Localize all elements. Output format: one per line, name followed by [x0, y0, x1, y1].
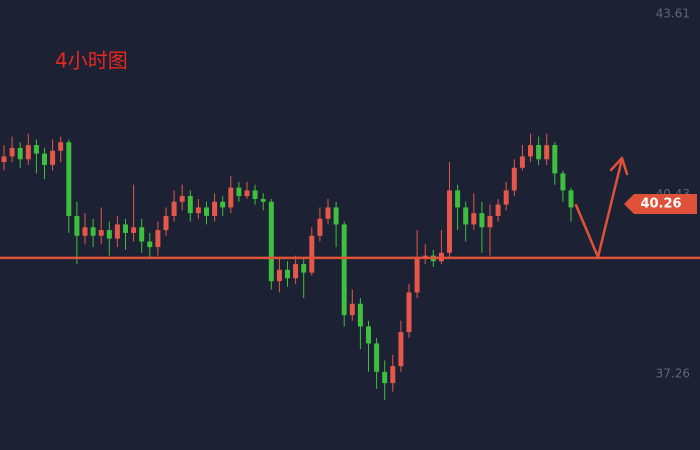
y-tick-label: 43.61 [656, 7, 690, 21]
candle-body [66, 142, 72, 216]
candle-body [268, 201, 274, 282]
candle-body [544, 145, 550, 160]
candle-body [42, 153, 47, 165]
candle-body [204, 207, 209, 216]
candle-body [50, 150, 56, 165]
candle-body [155, 230, 161, 248]
arrow-path [574, 157, 624, 259]
price-label: 40.26 [640, 197, 681, 212]
y-tick-label: 37.26 [656, 367, 690, 381]
candle-body [260, 198, 266, 202]
candle-body [236, 187, 242, 197]
candle-body [74, 215, 80, 236]
candle-body [560, 173, 566, 191]
candle-body [252, 190, 258, 199]
candle-body [463, 207, 469, 225]
candle-body [414, 258, 420, 293]
candle-body [139, 227, 145, 242]
candle-body [195, 207, 201, 214]
candle-body [471, 213, 477, 225]
candle-body [82, 227, 88, 236]
candle-body [123, 224, 128, 233]
candle-body [147, 241, 153, 248]
candle-body [503, 190, 509, 205]
candle-body [106, 230, 112, 239]
candle-body [511, 167, 517, 191]
candle-body [187, 196, 193, 214]
candle-body [171, 201, 177, 216]
candle-body [220, 201, 226, 208]
candle-body [1, 156, 7, 163]
candle-body [536, 145, 542, 160]
candle-body [179, 196, 185, 202]
candle-body [228, 187, 234, 208]
candle-body [528, 145, 533, 157]
candle-body [552, 145, 558, 174]
candle-body [293, 264, 299, 279]
candle-body [58, 142, 64, 151]
candle-body [9, 147, 15, 157]
candle-body [374, 343, 380, 372]
arrow-head [609, 156, 629, 176]
candle-body [309, 235, 315, 273]
candle-body [333, 207, 339, 225]
candle-body [17, 147, 23, 160]
candle-body [349, 303, 355, 316]
candle-body [131, 227, 137, 233]
candle-body [495, 204, 501, 216]
candle-body [357, 303, 363, 327]
candle-body [406, 292, 412, 333]
candle-body [301, 264, 307, 273]
candle-body [317, 218, 323, 236]
candle-body [244, 190, 250, 197]
candle-body [487, 215, 493, 228]
candle-body [366, 326, 371, 344]
chart-title: 4小时图 [55, 49, 128, 73]
candle-body [90, 227, 96, 236]
candle-body [114, 224, 120, 239]
candle-body [25, 145, 31, 160]
candle-body [398, 332, 404, 367]
candle-body [285, 269, 290, 279]
candle-body [390, 366, 396, 384]
candle-body [455, 190, 461, 208]
candle-body [163, 215, 169, 231]
candle-body [325, 207, 331, 219]
candle-body [212, 201, 218, 216]
candle-body [519, 156, 525, 168]
candle-body [33, 145, 39, 154]
candle-body [382, 371, 388, 384]
candle-body [568, 190, 574, 208]
candle-body [276, 269, 282, 282]
candle-body [479, 213, 485, 228]
price-tag [624, 194, 697, 215]
candle-body [98, 230, 104, 236]
candle-body [447, 190, 452, 253]
forecast-arrow [574, 156, 629, 259]
candle-body [341, 224, 347, 316]
